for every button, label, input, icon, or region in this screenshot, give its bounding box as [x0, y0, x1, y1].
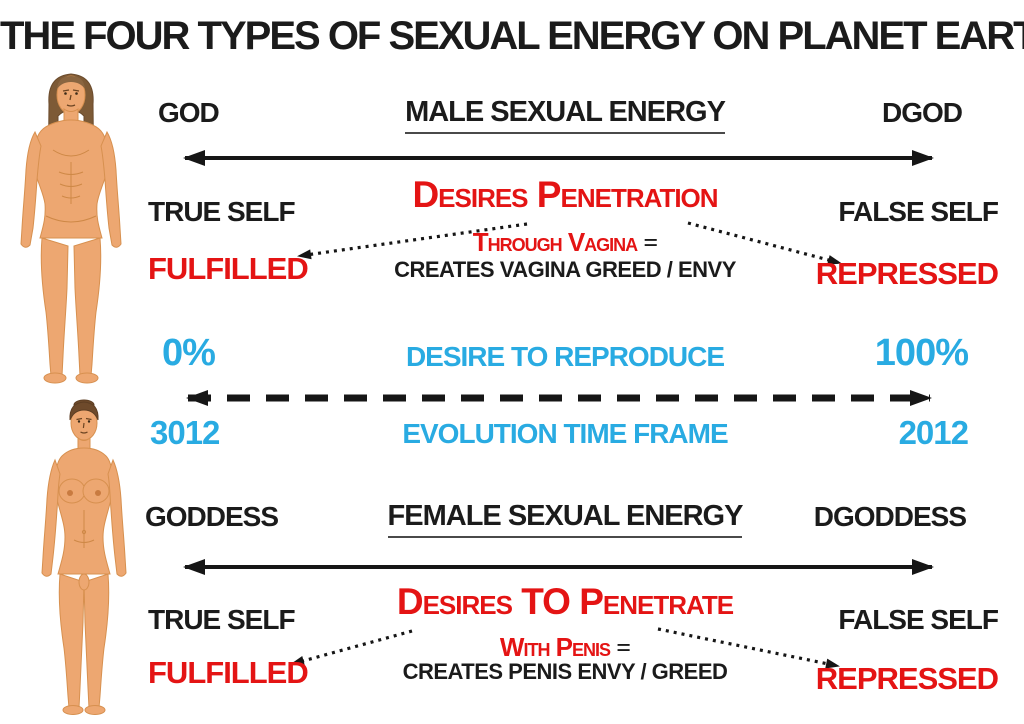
female-axis-title: FEMALE SEXUAL ENERGY: [145, 500, 985, 538]
male-fulfilled-label: FULFILLED: [148, 251, 309, 286]
female-desire-title: Desires TO Penetrate: [396, 581, 734, 622]
female-right-pole-label: DGODDESS: [813, 501, 967, 532]
female-repressed-label: REPRESSED: [815, 661, 999, 696]
reproduce-scale-max: 100%: [874, 332, 969, 374]
female-desire-detail: With Penis =: [499, 632, 631, 662]
male-left-pole-label: GOD: [158, 97, 220, 128]
male-result-text: CREATES VAGINA GREED / ENVY: [394, 257, 736, 282]
female-left-pole-label: GODDESS: [145, 501, 279, 532]
page-title: THE FOUR TYPES OF SEXUAL ENERGY ON PLANE…: [0, 14, 1024, 58]
reproduce-scale-title: DESIRE TO REPRODUCE: [405, 341, 725, 372]
reproduce-scale-min: 0%: [162, 332, 216, 374]
female-false-self-label: FALSE SELF: [838, 604, 999, 635]
male-desire-title: Desires Penetration: [412, 174, 718, 215]
female-figure-illustration: [41, 399, 127, 715]
male-axis-title: MALE SEXUAL ENERGY: [145, 96, 985, 134]
time-scale-right: 2012: [898, 414, 969, 451]
male-false-self-label: FALSE SELF: [838, 196, 999, 227]
male-true-self-label: TRUE SELF: [148, 196, 296, 227]
time-scale-title: EVOLUTION TIME FRAME: [402, 418, 728, 449]
female-true-self-label: TRUE SELF: [148, 604, 296, 635]
male-repressed-label: REPRESSED: [815, 256, 999, 291]
female-result-text: CREATES PENIS ENVY / GREED: [402, 659, 728, 684]
equals-sign: =: [643, 228, 658, 257]
time-scale-left: 3012: [150, 414, 220, 451]
male-figure-illustration: [20, 73, 122, 384]
male-right-pole-label: DGOD: [882, 97, 963, 128]
male-desire-detail: Through Vagina =: [472, 227, 659, 257]
equals-sign: =: [616, 633, 631, 662]
female-fulfilled-label: FULFILLED: [148, 655, 309, 690]
